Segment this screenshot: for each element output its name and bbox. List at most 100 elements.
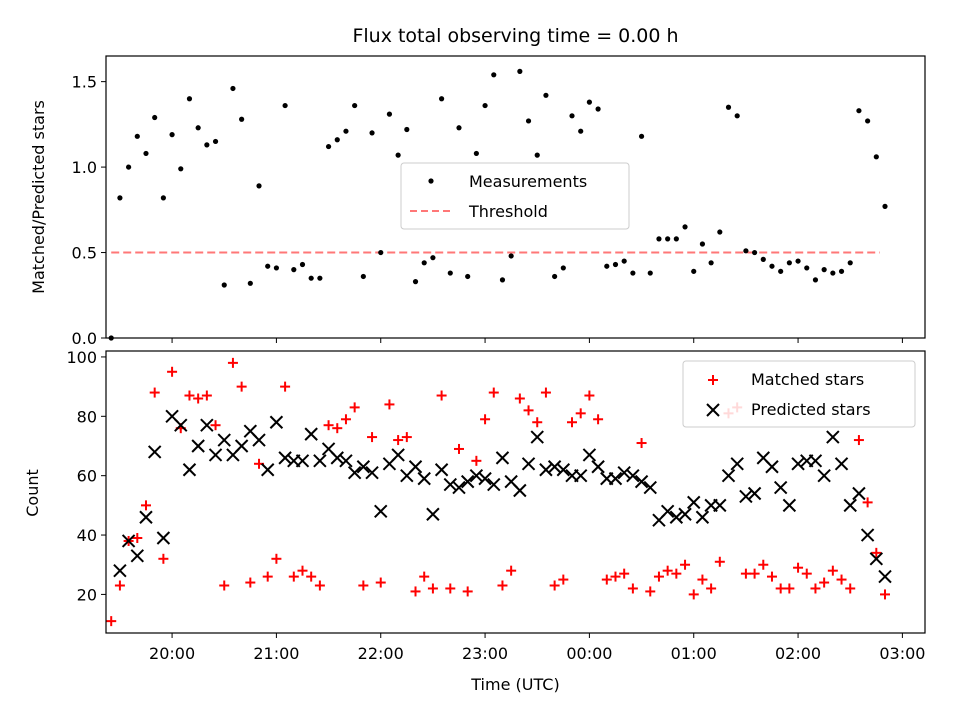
measurement-point [265, 263, 271, 269]
matched-star-point [497, 580, 508, 591]
measurement-point [638, 133, 645, 139]
matched-star-point [245, 577, 256, 588]
matched-star-point [471, 455, 482, 466]
measurement-point [812, 277, 819, 283]
measurement-point [378, 249, 384, 256]
measurement-point [560, 265, 566, 271]
ratio-y-tick-label: 0.0 [72, 329, 97, 348]
count-y-tick-label: 20 [77, 585, 97, 604]
matched-star-point [584, 390, 595, 401]
predicted-star-point [252, 433, 266, 447]
predicted-star-point [365, 465, 379, 480]
matched-star-point [401, 432, 412, 443]
count-x-tick-label: 20:00 [149, 644, 195, 663]
matched-star-point [314, 580, 325, 591]
predicted-star-point [878, 569, 892, 584]
count-axes: 20 40 60 80 100 20:00 21:00 22:00 23:00 00:00 01:0… [66, 348, 926, 663]
matched-star-point [514, 393, 525, 404]
measurement-point [743, 248, 749, 254]
count-x-tick-label: 22:00 [358, 644, 404, 663]
legend-measurements-label: Measurements [469, 172, 587, 191]
predicted-star-point [487, 477, 501, 492]
measurement-point [760, 256, 766, 262]
measurement-point [517, 68, 523, 74]
matched-star-point [558, 574, 569, 585]
matched-star-point [410, 586, 421, 597]
matched-star-point [653, 571, 664, 582]
measurement-point [369, 130, 375, 136]
measurement-point [126, 164, 132, 170]
matched-star-point [201, 390, 212, 401]
matched-star-point [575, 408, 586, 419]
predicted-star-point [817, 468, 831, 483]
measurement-point [143, 150, 149, 157]
matched-star-point [297, 565, 308, 576]
measurement-point [447, 270, 453, 276]
matched-star-point [384, 399, 395, 410]
measurement-point [499, 277, 506, 283]
predicted-star-point [852, 486, 866, 501]
predicted-star-point [330, 451, 344, 465]
measurement-point [438, 96, 445, 102]
measurement-point [195, 125, 201, 131]
predicted-star-point [843, 498, 857, 513]
measurement-point [386, 111, 393, 117]
count-y-tick-label: 100 [66, 348, 97, 367]
predicted-star-point [426, 507, 440, 521]
measurement-point [882, 203, 888, 209]
measurement-point [456, 125, 462, 131]
measurement-point [212, 138, 219, 145]
measurement-point [821, 267, 827, 273]
measurement-point [734, 113, 740, 119]
measurement-point [352, 102, 358, 109]
predicted-star-point [695, 510, 710, 524]
matched-star-point [236, 381, 247, 392]
predicted-star-point [617, 465, 631, 480]
measurement-point [865, 118, 871, 124]
measurement-point [778, 268, 784, 274]
count-plot-area [106, 357, 892, 627]
measurement-point [691, 268, 697, 274]
measurement-point [473, 150, 479, 157]
count-legend: Matched stars Predicted stars [682, 360, 916, 428]
matched-star-point [480, 414, 491, 425]
chart-title: Flux total observing time = 0.00 h [352, 25, 678, 47]
measurement-point [343, 128, 349, 134]
measurement-point [404, 126, 410, 133]
predicted-star-point [834, 457, 849, 471]
measurement-point [656, 236, 662, 242]
matched-star-point [853, 435, 864, 446]
measurement-point [578, 128, 584, 134]
count-y-tick-label: 60 [77, 467, 97, 486]
matched-star-point [140, 500, 151, 511]
matched-star-point [540, 387, 551, 398]
measurement-point [630, 270, 636, 276]
matched-star-point [419, 571, 430, 582]
measurement-point [552, 273, 558, 280]
measurement-point [543, 92, 549, 98]
ratio-y-tick-label: 1.0 [72, 158, 97, 177]
matched-star-point [184, 390, 195, 401]
matched-star-point [827, 565, 838, 576]
matched-star-point [210, 420, 221, 431]
predicted-star-point [582, 448, 597, 462]
matched-star-point [332, 423, 343, 434]
predicted-star-point [478, 471, 492, 486]
count-frame [105, 350, 926, 634]
measurement-point [169, 132, 175, 138]
matched-star-point [288, 571, 299, 582]
measurement-point [134, 133, 140, 139]
matched-star-point [167, 366, 178, 377]
matched-star-point [393, 435, 404, 446]
legend-predicted-marker [706, 403, 720, 417]
predicted-star-point [530, 430, 544, 444]
predicted-star-point [791, 457, 805, 471]
predicted-star-point [113, 563, 127, 578]
matched-star-point [340, 414, 351, 425]
measurement-point [221, 282, 227, 288]
predicted-star-point [408, 460, 423, 474]
predicted-star-point [121, 534, 136, 548]
predicted-star-point [269, 415, 284, 429]
